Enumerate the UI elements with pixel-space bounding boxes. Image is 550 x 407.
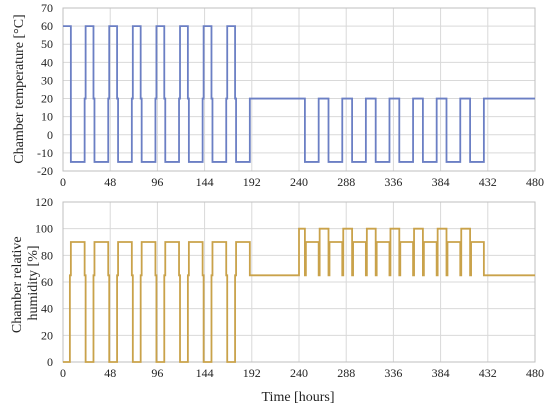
temperature-y-tick-label: -20 xyxy=(37,164,53,178)
temperature-x-tick-label: 0 xyxy=(60,175,66,189)
temperature-x-tick-label: 144 xyxy=(196,175,214,189)
humidity-y-tick-label: 40 xyxy=(41,302,53,316)
humidity-plot-frame xyxy=(62,201,536,363)
humidity-y-tick-label: 120 xyxy=(35,195,53,209)
humidity-y-tick-label: 20 xyxy=(41,328,53,342)
temperature-y-tick-label: 70 xyxy=(41,1,53,15)
humidity-x-tick-label: 384 xyxy=(432,366,450,380)
temperature-panel: -20 -10 0 10 20 30 40 50 60 70 0 48 96 144 192 240 288 3… xyxy=(12,1,544,189)
humidity-series xyxy=(63,227,535,363)
humidity-y-tick-label: 80 xyxy=(41,248,53,262)
temperature-x-tick-label: 480 xyxy=(526,175,544,189)
humidity-x-tick-label: 0 xyxy=(60,366,66,380)
temperature-y-tick-label: 20 xyxy=(41,92,53,106)
temperature-y-tick-label: 40 xyxy=(41,55,53,69)
temperature-x-tick-label: 240 xyxy=(290,175,308,189)
humidity-x-tick-label: 480 xyxy=(526,366,544,380)
humidity-y-axis-label: Chamber relative humidity [%] xyxy=(10,233,41,333)
temperature-x-ticks: 0 48 96 144 192 240 288 336 384 432 480 xyxy=(60,175,544,189)
humidity-y-axis-label-line-2: humidity [%] xyxy=(26,245,41,320)
temperature-x-tick-label: 336 xyxy=(384,175,402,189)
temperature-x-tick-label: 96 xyxy=(151,175,163,189)
temperature-series-line xyxy=(63,25,535,163)
humidity-x-tick-label: 288 xyxy=(337,366,355,380)
humidity-y-ticks: 0 20 40 60 80 100 120 xyxy=(35,195,53,369)
temperature-x-tick-label: 432 xyxy=(479,175,497,189)
humidity-y-tick-label: 0 xyxy=(47,355,53,369)
temperature-y-tick-label: 30 xyxy=(41,73,53,87)
temperature-x-tick-label: 48 xyxy=(104,175,116,189)
humidity-x-tick-label: 144 xyxy=(196,366,214,380)
humidity-x-tick-label: 48 xyxy=(104,366,116,380)
temperature-x-tick-label: 192 xyxy=(243,175,261,189)
humidity-axes xyxy=(62,201,536,363)
temperature-y-tick-label: 0 xyxy=(47,128,53,142)
humidity-x-tick-label: 96 xyxy=(151,366,163,380)
humidity-y-tick-label: 100 xyxy=(35,222,53,236)
temperature-y-ticks: -20 -10 0 10 20 30 40 50 60 70 xyxy=(37,1,53,178)
humidity-x-tick-label: 336 xyxy=(384,366,402,380)
temperature-plot-frame xyxy=(62,7,536,172)
temperature-y-tick-label: -10 xyxy=(37,146,53,160)
temperature-y-tick-label: 60 xyxy=(41,19,53,33)
temperature-x-tick-label: 288 xyxy=(337,175,355,189)
humidity-x-tick-label: 432 xyxy=(479,366,497,380)
humidity-panel: 0 20 40 60 80 100 120 0 48 96 144 192 240 288 336 384 4… xyxy=(10,195,544,405)
humidity-x-tick-label: 240 xyxy=(290,366,308,380)
humidity-x-ticks: 0 48 96 144 192 240 288 336 384 432 480 xyxy=(60,366,544,380)
time-x-axis-label: Time [hours] xyxy=(262,390,335,405)
temperature-x-tick-label: 384 xyxy=(432,175,450,189)
humidity-x-tick-label: 192 xyxy=(243,366,261,380)
humidity-y-tick-label: 60 xyxy=(41,275,53,289)
humidity-series-line xyxy=(63,227,535,363)
temperature-axes xyxy=(62,7,536,172)
temperature-y-tick-label: 10 xyxy=(41,110,53,124)
temperature-y-tick-label: 50 xyxy=(41,37,53,51)
humidity-y-axis-label-line-1: Chamber relative xyxy=(10,236,25,333)
temperature-y-axis-label: Chamber temperature [°C] xyxy=(12,14,27,163)
temperature-series xyxy=(63,25,535,163)
